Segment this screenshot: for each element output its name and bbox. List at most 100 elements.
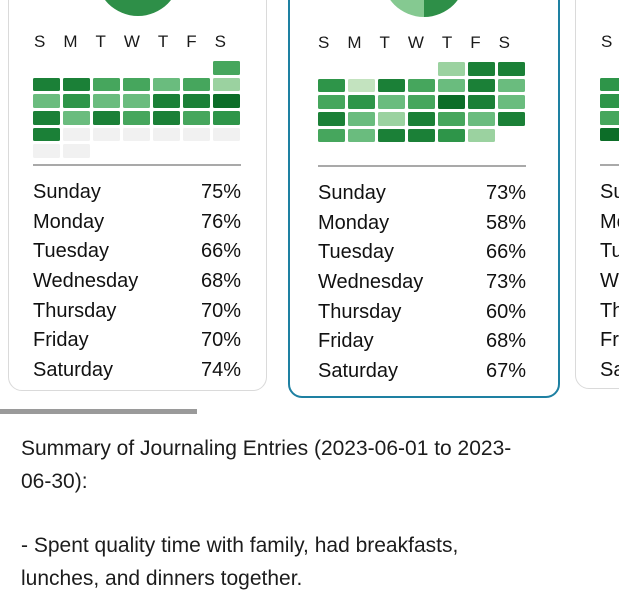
heatmap-cell — [123, 77, 150, 92]
heatmap-cell — [33, 94, 60, 108]
weekday-percentage: 68% — [485, 330, 526, 353]
weekday-letter: S — [498, 33, 510, 52]
weekday-stat-row: Wednesday 73% — [318, 268, 526, 298]
heatmap-cell — [318, 128, 345, 143]
heatmap-cell — [498, 62, 525, 76]
weekday-label: Tuesday — [33, 240, 109, 263]
daily-heatmap — [600, 61, 619, 158]
completion-pie-chart — [95, 0, 180, 16]
weekday-letter: M — [347, 33, 362, 52]
heatmap-cell — [408, 95, 435, 109]
heatmap-cell — [123, 111, 150, 125]
heatmap-cell — [33, 127, 60, 142]
heatmap-cell — [183, 77, 210, 92]
heatmap-cell — [33, 77, 60, 92]
weekday-letter: S — [214, 32, 226, 51]
heatmap-cell — [408, 112, 435, 126]
heatmap-cell — [348, 78, 375, 93]
heatmap-cell — [468, 112, 495, 126]
weekday-letter: T — [95, 32, 106, 51]
weekday-letter: F — [186, 32, 197, 51]
heatmap-cell — [63, 77, 90, 92]
heatmap-cell — [378, 112, 405, 126]
weekday-label: Tuesday — [318, 241, 394, 264]
weekday-label: Monday — [33, 210, 105, 233]
weekday-percentage: 73% — [485, 271, 526, 294]
section-divider — [0, 409, 197, 414]
weekday-letter: S — [601, 32, 613, 51]
weekday-label: Monday — [318, 211, 390, 234]
weekday-label: Wednesday — [318, 271, 424, 294]
weekday-percentage: 70% — [200, 299, 241, 322]
heatmap-cell — [93, 77, 120, 92]
card-divider — [318, 165, 526, 167]
weekday-percentage: 73% — [485, 182, 526, 205]
heatmap-cell — [318, 112, 345, 126]
summary-bullet-line: lunches, and dinners together. — [21, 566, 303, 590]
journal-summary: Summary of Journaling Entries (2023-06-0… — [21, 433, 601, 595]
weekday-letter: T — [157, 32, 169, 51]
heatmap-cell — [348, 112, 375, 126]
heatmap-cell — [498, 78, 525, 93]
weekday-stat-row: Friday 70% — [33, 326, 241, 356]
heatmap-cell — [183, 127, 210, 142]
summary-bullet-line: - Spent quality time with family, had br… — [21, 534, 459, 557]
card-divider — [33, 164, 241, 166]
completion-pie-chart — [382, 0, 466, 17]
heatmap-cell — [600, 77, 619, 92]
weekday-label: Thursday — [33, 299, 117, 322]
heatmap-cell — [63, 144, 90, 158]
heatmap-cell — [348, 95, 375, 109]
heatmap-cell — [408, 128, 435, 143]
weekday-percentage: 74% — [200, 358, 241, 381]
weekday-percentage: 70% — [200, 329, 241, 352]
summary-heading-line: Summary of Journaling Entries (2023-06-0… — [21, 437, 512, 460]
weekday-stat-row: Thursday 60% — [318, 297, 526, 327]
heatmap-cell — [468, 95, 495, 109]
weekday-label: Wednesday — [33, 270, 139, 293]
weekday-stats-list: Sunday Monday Tuesday Wednesday Thursday Frid… — [600, 178, 619, 385]
heatmap-cell — [213, 127, 240, 142]
heatmap-cell — [438, 128, 465, 143]
heatmap-cell — [63, 127, 90, 142]
heatmap-cell — [468, 62, 495, 76]
weekday-letter: S — [318, 33, 330, 52]
weekday-label: Saturday — [33, 358, 114, 381]
weekday-stat-row: Tuesday 66% — [33, 237, 241, 267]
heatmap-cell — [498, 95, 525, 109]
weekday-stat-row: Friday — [600, 326, 619, 356]
weekday-label: Thursday — [318, 300, 402, 323]
heatmap-cell — [33, 111, 60, 125]
heatmap-cell — [348, 128, 375, 143]
heatmap-cell — [153, 127, 180, 142]
heatmap-cell — [213, 77, 240, 92]
weekday-stat-row: Wednesday 68% — [33, 267, 241, 297]
heatmap-cell — [408, 78, 435, 93]
heatmap-cell — [318, 95, 345, 109]
heatmap-cell — [63, 94, 90, 108]
weekday-stats-list: Sunday 73% Monday 58% Tuesday 66% Wednesday 73%… — [318, 179, 526, 386]
weekday-label: Sunday — [33, 181, 101, 204]
weekday-percentage: 60% — [485, 300, 526, 323]
heatmap-cell — [93, 111, 120, 125]
weekday-percentage: 58% — [485, 211, 526, 234]
heatmap-cell — [33, 144, 60, 158]
weekday-letter: W — [123, 32, 140, 51]
heatmap-cell — [213, 94, 240, 108]
heatmap-cell — [438, 78, 465, 93]
weekday-stat-row: Tuesday — [600, 237, 619, 267]
heatmap-cell — [438, 112, 465, 126]
weekday-label: Thursday — [600, 299, 619, 322]
summary-heading-line: 06-30): — [21, 469, 88, 493]
heatmap-cell — [123, 94, 150, 108]
weekday-letter: W — [407, 33, 424, 52]
weekday-label: Friday — [318, 330, 374, 353]
weekday-stat-row: Saturday 74% — [33, 356, 241, 386]
heatmap-cell — [600, 111, 619, 125]
weekday-percentage: 66% — [485, 241, 526, 264]
weekday-label: Sunday — [318, 182, 386, 205]
